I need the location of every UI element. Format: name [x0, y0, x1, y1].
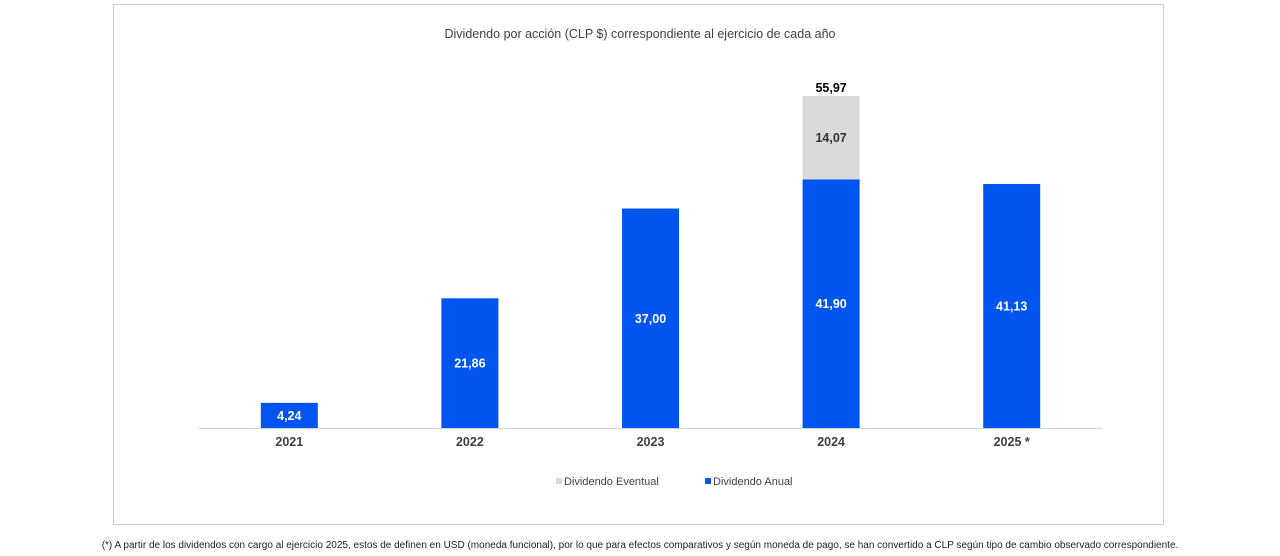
data-label-anual-2: 37,00 [635, 312, 666, 326]
bar-anual-2 [622, 208, 679, 428]
footnote: (*) A partir de los dividendos con cargo… [101, 540, 1179, 551]
total-label-3: 55,97 [815, 81, 846, 95]
legend-label-anual: Dividendo Anual [713, 476, 793, 488]
bar-anual-0 [260, 402, 318, 428]
legend-swatch-eventual [556, 478, 562, 484]
data-label-anual-4: 41,13 [996, 300, 1027, 314]
x-tick-label-1: 2022 [456, 435, 484, 449]
x-tick-label-0: 2021 [275, 435, 303, 449]
bar-anual-4 [983, 184, 1041, 428]
data-label-anual-3: 41,90 [815, 297, 846, 311]
x-tick-label-3: 2024 [817, 435, 845, 449]
data-label-eventual-3: 14,07 [815, 131, 846, 145]
chart-title: Dividendo por acción (CLP $) correspondi… [444, 27, 836, 41]
bar-eventual-3 [802, 96, 860, 180]
bar-anual-1 [441, 298, 499, 428]
legend-label-eventual: Dividendo Eventual [564, 476, 659, 488]
data-label-anual-0: 4,24 [277, 409, 301, 423]
bar-anual-3 [802, 179, 860, 428]
legend-swatch-anual [705, 478, 711, 484]
x-tick-label-4: 2025 * [994, 435, 1030, 449]
data-label-anual-1: 21,86 [454, 357, 485, 371]
x-tick-label-2: 2023 [637, 435, 665, 449]
